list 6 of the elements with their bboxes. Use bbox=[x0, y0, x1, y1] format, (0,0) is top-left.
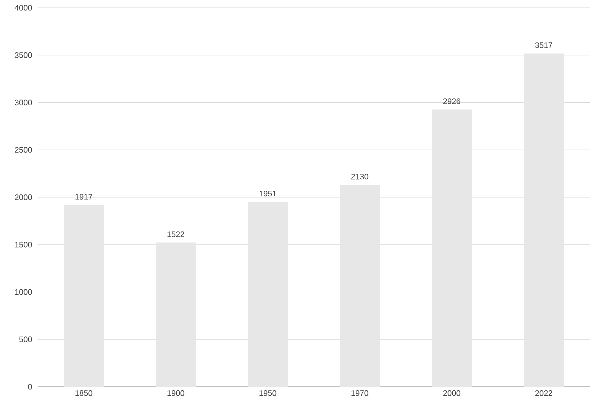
bar bbox=[340, 185, 380, 387]
bar bbox=[248, 202, 288, 387]
bar bbox=[524, 54, 564, 387]
bar bbox=[432, 110, 472, 387]
bar bbox=[64, 205, 104, 387]
bar bbox=[156, 242, 196, 387]
